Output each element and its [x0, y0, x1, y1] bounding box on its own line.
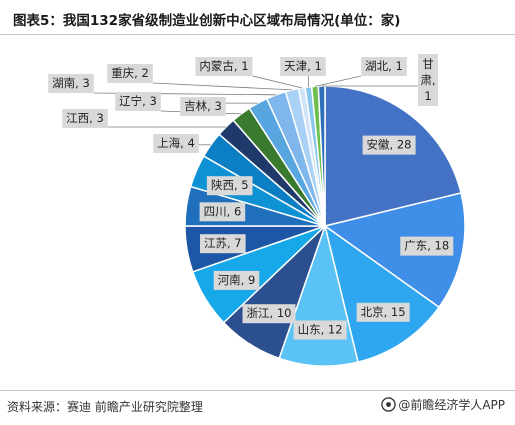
pie-slice-1	[323, 192, 466, 309]
slice-label-12: 吉林, 3	[184, 99, 222, 113]
brand-text: @前瞻经济学人APP	[398, 398, 505, 412]
slice-label-box-16	[280, 57, 326, 76]
slice-label-box-13	[48, 74, 94, 93]
slice-label-box-6	[200, 234, 246, 254]
slice-label-9: 上海, 4	[157, 136, 195, 150]
slice-label-box-5	[213, 270, 260, 290]
slice-label-box-17	[361, 57, 407, 76]
footer-divider	[0, 390, 515, 391]
slice-label-box-1	[400, 236, 454, 256]
slice-label-14: 重庆, 2	[111, 66, 149, 80]
slice-label-16: 天津, 1	[284, 59, 322, 73]
source-note: 资料来源：赛迪 前瞻产业研究院整理	[7, 400, 203, 414]
brand-mark: @前瞻经济学人APP	[381, 396, 505, 413]
slice-label-10: 江西, 3	[66, 111, 104, 125]
slice-label-box-4	[242, 304, 296, 324]
slice-label-1: 广东, 18	[404, 239, 449, 253]
slice-label-18: 甘肃, 1	[420, 57, 435, 103]
slice-label-8: 陕西, 5	[211, 178, 249, 192]
slice-label-3: 山东, 12	[298, 323, 343, 337]
slice-label-box-8	[206, 176, 253, 196]
slice-label-box-7	[199, 202, 246, 222]
slice-label-17: 湖北, 1	[365, 59, 403, 73]
chart-title: 图表5：我国132家省级制造业创新中心区域布局情况(单位：家)	[13, 13, 401, 29]
slice-label-box-11	[115, 92, 161, 111]
slice-label-box-9	[153, 134, 199, 153]
slice-label-15: 内蒙古, 1	[199, 59, 248, 73]
slice-label-4: 浙江, 10	[247, 306, 292, 320]
slice-label-box-12	[180, 97, 226, 116]
slice-label-box-3	[293, 320, 347, 340]
slice-label-7: 四川, 6	[204, 204, 242, 218]
slice-label-6: 江苏, 7	[204, 236, 242, 250]
slice-label-box-14	[107, 64, 153, 83]
slice-label-5: 河南, 9	[218, 273, 256, 287]
slice-label-box-2	[356, 302, 410, 322]
leader-line-14	[152, 82, 293, 91]
pie-slice-0	[324, 85, 462, 227]
brand-logo-icon	[381, 397, 397, 412]
slice-label-box-15	[195, 57, 253, 76]
slice-label-box-18	[418, 54, 438, 106]
pie-slice-2	[323, 224, 441, 363]
leader-line-15	[252, 75, 302, 89]
slice-label-box-10	[62, 109, 108, 128]
leader-line-17	[314, 75, 362, 87]
slice-label-11: 辽宁, 3	[119, 94, 157, 108]
slice-label-0: 安徽, 28	[367, 138, 412, 152]
slice-label-13: 湖南, 3	[52, 76, 90, 90]
title-divider	[0, 34, 515, 35]
slice-label-2: 北京, 15	[361, 305, 406, 319]
slice-label-box-0	[362, 135, 416, 155]
